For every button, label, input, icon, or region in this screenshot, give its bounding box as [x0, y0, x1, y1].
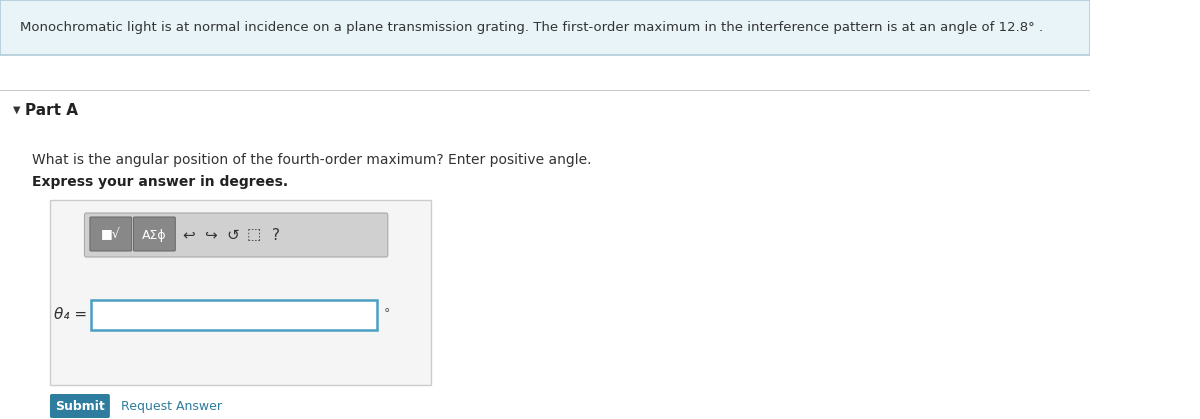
Text: ↪: ↪ [204, 228, 217, 243]
Text: ↺: ↺ [226, 228, 239, 243]
Text: Submit: Submit [55, 399, 104, 412]
Text: ↩: ↩ [182, 228, 196, 243]
FancyBboxPatch shape [133, 217, 175, 251]
Text: ⬚: ⬚ [247, 228, 262, 243]
FancyBboxPatch shape [91, 300, 377, 330]
Text: Express your answer in degrees.: Express your answer in degrees. [31, 175, 288, 189]
Text: ?: ? [272, 228, 280, 243]
FancyBboxPatch shape [90, 217, 132, 251]
FancyBboxPatch shape [0, 0, 1090, 55]
FancyBboxPatch shape [50, 200, 431, 385]
Text: Request Answer: Request Answer [121, 399, 222, 412]
Text: ▼: ▼ [13, 105, 20, 115]
FancyBboxPatch shape [84, 213, 388, 257]
Text: °: ° [384, 308, 390, 321]
Text: What is the angular position of the fourth-order maximum? Enter positive angle.: What is the angular position of the four… [31, 153, 592, 167]
Text: Monochromatic light is at normal incidence on a plane transmission grating. The : Monochromatic light is at normal inciden… [20, 21, 1043, 34]
FancyBboxPatch shape [50, 394, 110, 418]
Text: Part A: Part A [25, 103, 78, 117]
Text: ■√: ■√ [101, 228, 121, 241]
Text: θ₄ =: θ₄ = [54, 307, 88, 321]
Text: AΣϕ: AΣϕ [142, 228, 167, 241]
